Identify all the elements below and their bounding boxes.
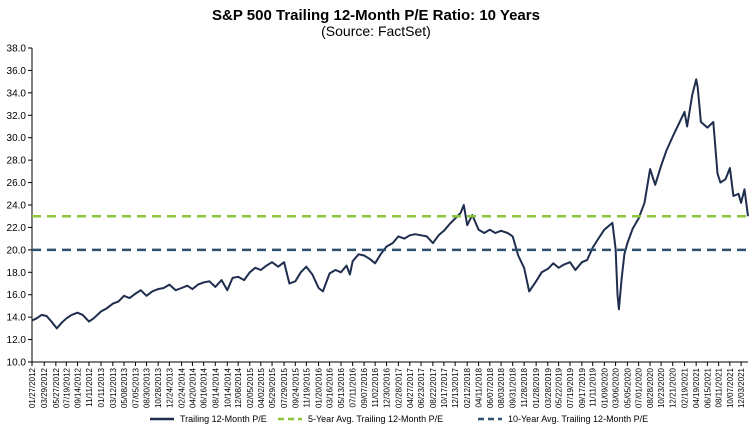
x-tick-label: 11/11/2012	[85, 367, 94, 406]
chart-subtitle: (Source: FactSet)	[321, 23, 431, 39]
x-tick-label: 11/02/2016	[371, 367, 380, 407]
x-tick-label: 09/14/2012	[74, 367, 83, 408]
x-tick-label: 10/17/2017	[440, 367, 449, 408]
x-tick-label: 08/30/2013	[143, 367, 152, 408]
y-tick-label: 12.0	[7, 335, 27, 346]
x-tick-label: 12/13/2017	[451, 367, 460, 408]
x-tick-label: 07/11/2016	[349, 367, 358, 407]
x-tick-label: 01/20/2016	[315, 367, 324, 408]
y-tick-label: 36.0	[7, 66, 27, 77]
x-tick-label: 09/24/2015	[291, 367, 300, 408]
y-tick-label: 26.0	[7, 178, 27, 189]
x-tick-label: 07/19/2019	[566, 367, 575, 408]
y-axis: 38.0 36.0 34.0 32.0 30.0 28.0 26.0 24.0 22.0 20.0…	[7, 44, 32, 369]
y-tick-label: 32.0	[7, 111, 27, 122]
x-tick-label: 04/19/2021	[692, 367, 701, 408]
x-tick-label: 02/05/2015	[246, 367, 255, 408]
x-tick-label: 01/27/2012	[28, 367, 37, 408]
x-tick-label: 05/22/2019	[555, 367, 564, 408]
x-tick-label: 02/19/2021	[681, 367, 690, 408]
x-tick-label: 02/12/2018	[463, 367, 472, 408]
y-tick-label: 16.0	[7, 290, 27, 301]
legend-label: 10-Year Avg. Trailing 12-Month P/E	[508, 414, 648, 424]
x-tick-label: 04/20/2014	[188, 367, 197, 408]
x-tick-label: 10/14/2014	[223, 367, 232, 408]
y-tick-label: 30.0	[7, 133, 27, 144]
x-tick-label: 03/12/2013	[109, 367, 118, 408]
y-tick-label: 14.0	[7, 313, 27, 324]
x-tick-label: 08/28/2020	[646, 367, 655, 408]
x-tick-label: 06/15/2021	[703, 367, 712, 408]
x-tick-label: 05/05/2020	[623, 367, 632, 408]
x-tick-label: 05/08/2013	[120, 367, 129, 408]
x-axis: 01/27/2012 03/29/2012 05/27/2012 07/19/2012…	[28, 362, 746, 408]
x-tick-label: 05/29/2015	[268, 367, 277, 408]
series-line-trailing-pe	[31, 78, 749, 330]
x-tick-label: 04/27/2017	[406, 367, 415, 408]
x-tick-label: 12/21/2020	[669, 367, 678, 408]
x-tick-label: 04/11/2018	[475, 367, 484, 407]
x-tick-label: 12/03/2021	[737, 367, 746, 408]
x-tick-label: 03/28/2019	[544, 367, 553, 408]
x-tick-label: 12/30/2016	[383, 367, 392, 408]
x-tick-label: 11/28/2018	[520, 367, 529, 407]
x-tick-label: 12/08/2014	[234, 367, 243, 408]
legend: Trailing 12-Month P/E 5-Year Avg. Trailin…	[150, 414, 648, 424]
x-tick-label: 09/07/2016	[360, 367, 369, 408]
x-tick-label: 05/27/2012	[52, 367, 61, 408]
x-tick-label: 11/19/2015	[302, 367, 311, 407]
y-tick-label: 24.0	[7, 201, 27, 212]
y-tick-label: 18.0	[7, 268, 27, 279]
x-tick-label: 01/09/2020	[600, 367, 609, 408]
legend-label: Trailing 12-Month P/E	[180, 414, 267, 424]
y-tick-label: 34.0	[7, 88, 27, 99]
x-tick-label: 08/11/2021	[715, 367, 724, 407]
y-tick-label: 22.0	[7, 223, 27, 234]
y-tick-label: 10.0	[7, 358, 27, 369]
x-tick-label: 08/14/2014	[211, 367, 220, 408]
y-tick-label: 28.0	[7, 156, 27, 167]
x-tick-label: 04/02/2015	[257, 367, 266, 408]
x-tick-label: 07/29/2015	[280, 367, 289, 408]
x-tick-label: 03/16/2016	[326, 367, 335, 408]
x-tick-label: 02/24/2014	[178, 367, 187, 408]
x-tick-label: 07/19/2012	[62, 367, 71, 408]
x-tick-label: 07/05/2013	[131, 367, 140, 408]
x-tick-label: 05/13/2016	[337, 367, 346, 408]
x-tick-label: 02/28/2017	[394, 367, 403, 408]
plot-area	[31, 48, 748, 363]
x-tick-label: 08/22/2017	[429, 367, 438, 408]
x-tick-label: 03/29/2012	[40, 367, 49, 408]
x-tick-label: 09/31/2018	[509, 367, 518, 408]
x-tick-label: 12/24/2013	[165, 367, 174, 408]
chart-title: S&P 500 Trailing 12-Month P/E Ratio: 10 …	[212, 7, 540, 24]
x-tick-label: 06/16/2014	[200, 367, 209, 408]
x-tick-label: 10/23/2020	[657, 367, 666, 408]
legend-label: 5-Year Avg. Trailing 12-Month P/E	[308, 414, 443, 424]
y-tick-label: 20.0	[7, 245, 27, 256]
x-tick-label: 01/28/2019	[532, 367, 541, 408]
x-tick-label: 11/11/2019	[589, 367, 598, 406]
x-tick-label: 09/17/2019	[578, 367, 587, 408]
x-tick-label: 08/03/2018	[497, 367, 506, 408]
series-layer	[31, 78, 749, 330]
x-tick-label: 06/07/2018	[486, 367, 495, 408]
x-tick-label: 10/28/2013	[154, 367, 163, 408]
x-tick-label: 06/23/2017	[417, 367, 426, 408]
x-tick-label: 10/07/2021	[726, 367, 735, 408]
x-tick-label: 07/01/2020	[635, 367, 644, 408]
x-tick-label: 01/11/2013	[97, 367, 106, 407]
y-tick-label: 38.0	[7, 44, 27, 55]
x-tick-label: 03/06/2020	[612, 367, 621, 408]
